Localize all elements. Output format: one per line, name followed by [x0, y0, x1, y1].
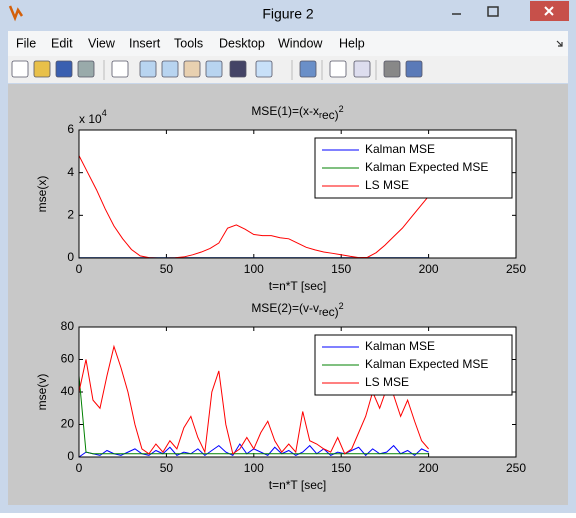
y-tick-label: 60	[61, 352, 75, 366]
menu-item[interactable]: Window	[278, 36, 323, 50]
toolbar-icons	[11, 60, 423, 80]
dock-icon[interactable]	[556, 40, 563, 47]
legend-label: LS MSE	[365, 375, 409, 389]
toolbar-button[interactable]	[11, 60, 29, 78]
legend-label: Kalman MSE	[365, 339, 435, 353]
chart-title: MSE(1)=(x-xrec)2	[251, 104, 343, 122]
maximize-button[interactable]	[487, 6, 499, 17]
chart-title: MSE(2)=(v-vrec)2	[251, 301, 343, 319]
x-tick-label: 200	[419, 461, 439, 475]
toolbar	[8, 56, 568, 83]
y-tick-label: 0	[67, 449, 74, 463]
legend-label: LS MSE	[365, 178, 409, 192]
menu-item[interactable]: Tools	[174, 36, 203, 50]
y-axis-label: mse(x)	[35, 176, 49, 213]
toolbar-button[interactable]	[111, 60, 129, 78]
menu-item[interactable]: View	[88, 36, 116, 50]
toolbar-button[interactable]	[255, 60, 273, 78]
data-line	[78, 375, 429, 455]
x-tick-label: 50	[160, 262, 174, 276]
y-tick-label: 6	[67, 122, 74, 136]
x-tick-label: 0	[76, 262, 83, 276]
legend-label: Kalman Expected MSE	[365, 160, 488, 174]
toolbar-button[interactable]	[205, 60, 223, 78]
legend-label: Kalman Expected MSE	[365, 357, 488, 371]
toolbar-button[interactable]	[161, 60, 179, 78]
y-tick-label: 20	[61, 417, 75, 431]
x-tick-label: 50	[160, 461, 174, 475]
close-icon	[544, 6, 554, 16]
y-tick-label: 2	[67, 208, 74, 222]
data-line	[78, 344, 429, 455]
window-title: Figure 2	[262, 6, 314, 22]
menu-item[interactable]: Desktop	[219, 36, 265, 50]
x-tick-label: 150	[331, 262, 351, 276]
close-button[interactable]	[530, 1, 569, 21]
toolbar-button[interactable]	[33, 60, 51, 78]
x-axis-label: t=n*T [sec]	[269, 478, 326, 492]
y-axis-label: mse(v)	[35, 374, 49, 411]
menu-item[interactable]: Help	[339, 36, 365, 50]
y-tick-label: 0	[67, 250, 74, 264]
axes-box	[78, 129, 517, 259]
y-tick-label: 4	[67, 165, 74, 179]
toolbar-button[interactable]	[353, 60, 371, 78]
toolbar-button[interactable]	[383, 60, 401, 78]
toolbar-button[interactable]	[229, 60, 247, 78]
menu-bar	[8, 31, 568, 56]
axes-box	[78, 326, 517, 458]
data-line	[78, 155, 429, 259]
x-tick-label: 100	[244, 461, 264, 475]
toolbar-button[interactable]	[183, 60, 201, 78]
toolbar-button[interactable]	[329, 60, 347, 78]
toolbar-button[interactable]	[299, 60, 317, 78]
legend-label: Kalman MSE	[365, 142, 435, 156]
y-exponent-label: x 104	[79, 108, 107, 126]
y-tick-label: 40	[61, 384, 75, 398]
x-axis-label: t=n*T [sec]	[269, 279, 326, 293]
x-tick-label: 250	[506, 461, 526, 475]
app-icon	[8, 5, 24, 22]
x-tick-label: 0	[76, 461, 83, 475]
x-tick-label: 250	[506, 262, 526, 276]
menu-item[interactable]: Edit	[51, 36, 73, 50]
chart: MSE(1)=(x-xrec)2 t=n*T [sec] mse(x) x 104 0 5…	[35, 104, 526, 293]
y-tick-label: 80	[61, 319, 75, 333]
menu-item[interactable]: Insert	[129, 36, 161, 50]
chart: MSE(2)=(v-vrec)2 t=n*T [sec] mse(v) 0 50 100 1…	[35, 301, 526, 492]
x-tick-label: 100	[244, 262, 264, 276]
x-tick-label: 200	[419, 262, 439, 276]
toolbar-button[interactable]	[139, 60, 157, 78]
toolbar-button[interactable]	[77, 60, 95, 78]
toolbar-button[interactable]	[405, 60, 423, 78]
toolbar-button[interactable]	[55, 60, 73, 78]
x-tick-label: 150	[331, 461, 351, 475]
menu-item[interactable]: File	[16, 36, 36, 50]
